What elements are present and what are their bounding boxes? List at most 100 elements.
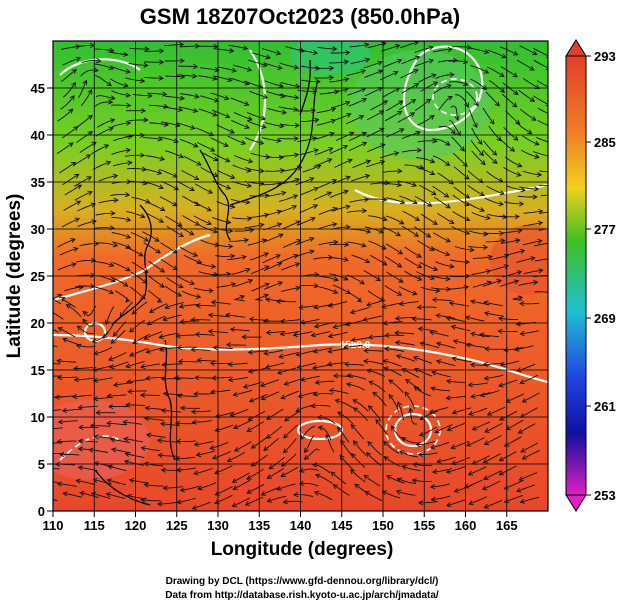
streamline-arrowhead bbox=[332, 373, 339, 379]
streamline bbox=[112, 162, 132, 167]
streamline-arrowhead bbox=[296, 238, 302, 244]
streamline bbox=[370, 182, 390, 185]
streamline-arrowhead bbox=[179, 487, 186, 493]
streamline-arrowhead bbox=[284, 416, 290, 422]
streamline-arrowhead bbox=[481, 485, 488, 491]
streamline bbox=[352, 160, 371, 169]
streamline bbox=[232, 164, 252, 172]
streamline-arrowhead bbox=[158, 333, 164, 339]
streamline bbox=[348, 132, 367, 142]
streamline bbox=[254, 294, 269, 301]
streamline-arrowhead bbox=[300, 434, 306, 440]
streamline bbox=[449, 259, 470, 263]
streamline bbox=[53, 452, 64, 455]
colorbar-scale bbox=[565, 55, 587, 496]
streamline-arrowhead bbox=[496, 136, 502, 142]
y-tick-label: 10 bbox=[31, 410, 45, 425]
streamline bbox=[483, 301, 503, 307]
streamline-arrowhead bbox=[44, 427, 48, 431]
streamline-arrowhead bbox=[68, 142, 74, 148]
streamline-arrowhead bbox=[283, 380, 290, 386]
streamline-arrowhead bbox=[59, 451, 65, 457]
streamline bbox=[299, 468, 319, 472]
streamline bbox=[144, 331, 163, 340]
streamline-arrowhead bbox=[179, 405, 186, 411]
streamline-arrowhead bbox=[456, 130, 461, 137]
streamline-arrowhead bbox=[432, 220, 438, 225]
streamline-arrowhead bbox=[346, 112, 352, 118]
streamline-arrowhead bbox=[364, 258, 371, 264]
streamline-arrowhead bbox=[519, 413, 526, 418]
streamline-arrowhead bbox=[77, 465, 83, 471]
streamline-arrowhead bbox=[482, 361, 488, 367]
streamline bbox=[251, 454, 268, 467]
streamline bbox=[210, 389, 231, 393]
streamline-arrowhead bbox=[444, 251, 451, 257]
streamline-arrowhead bbox=[176, 499, 182, 505]
streamline bbox=[520, 330, 540, 335]
streamline-arrowhead bbox=[364, 42, 370, 48]
streamline-arrowhead bbox=[429, 409, 435, 414]
streamline bbox=[351, 228, 371, 233]
streamline bbox=[194, 468, 213, 475]
streamline-arrowhead bbox=[263, 252, 269, 258]
streamline bbox=[247, 239, 267, 246]
streamline bbox=[64, 184, 82, 196]
streamline bbox=[489, 80, 505, 93]
streamline-arrowhead bbox=[313, 323, 320, 329]
streamline-arrowhead bbox=[345, 175, 351, 181]
streamline bbox=[210, 137, 229, 147]
streamline-arrowhead bbox=[282, 448, 289, 454]
streamline bbox=[504, 480, 523, 490]
streamline-arrowhead bbox=[195, 452, 202, 458]
streamline bbox=[417, 115, 435, 126]
streamline bbox=[56, 360, 77, 363]
streamline-arrowhead bbox=[344, 241, 350, 248]
streamline-arrowhead bbox=[172, 172, 178, 178]
streamline bbox=[212, 376, 232, 379]
streamline bbox=[334, 159, 353, 168]
streamline-arrowhead bbox=[312, 391, 318, 397]
streamline bbox=[211, 273, 231, 276]
streamline-arrowhead bbox=[397, 401, 402, 407]
streamline-arrowhead bbox=[87, 114, 93, 120]
streamline bbox=[533, 95, 548, 105]
streamline-arrowhead bbox=[471, 425, 478, 431]
streamline bbox=[504, 201, 524, 205]
streamline-arrowhead bbox=[530, 256, 536, 262]
streamline bbox=[194, 440, 214, 446]
streamline bbox=[330, 226, 350, 230]
streamline bbox=[301, 375, 320, 381]
streamline bbox=[503, 167, 521, 177]
streamline-arrowhead bbox=[77, 438, 84, 444]
y-tick-label: 30 bbox=[31, 222, 45, 237]
streamline-arrowhead bbox=[295, 285, 301, 291]
streamline bbox=[280, 287, 300, 293]
streamline-arrowhead bbox=[178, 153, 184, 159]
y-axis-label: Latitude (degrees) bbox=[4, 194, 25, 359]
streamline bbox=[267, 495, 286, 502]
streamline-arrowhead bbox=[123, 281, 129, 287]
streamline bbox=[94, 436, 114, 440]
streamline bbox=[163, 106, 183, 111]
streamline-arrowhead bbox=[56, 438, 62, 445]
streamline bbox=[159, 136, 179, 143]
streamline-arrowhead bbox=[259, 168, 265, 174]
streamline-arrowhead bbox=[212, 172, 219, 177]
streamline bbox=[208, 314, 228, 318]
streamline-arrowhead bbox=[139, 392, 146, 398]
streamline-arrowhead bbox=[82, 318, 88, 324]
streamline-arrowhead bbox=[477, 139, 483, 145]
streamline-arrowhead bbox=[245, 267, 251, 273]
streamline-arrowhead bbox=[398, 301, 405, 307]
streamline-arrowhead bbox=[379, 127, 385, 133]
streamline bbox=[298, 48, 318, 54]
streamline-arrowhead bbox=[283, 433, 289, 439]
streamline-arrowhead bbox=[394, 330, 400, 336]
streamline-arrowhead bbox=[408, 407, 414, 413]
streamline-arrowhead bbox=[411, 182, 417, 187]
streamline bbox=[400, 69, 419, 79]
streamline bbox=[96, 119, 115, 128]
streamline-arrowhead bbox=[549, 241, 553, 245]
streamline-arrowhead bbox=[498, 456, 505, 462]
